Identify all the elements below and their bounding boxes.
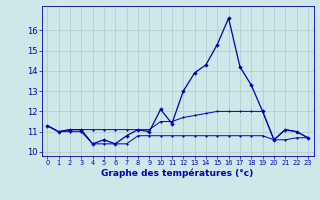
X-axis label: Graphe des températures (°c): Graphe des températures (°c) [101,169,254,178]
